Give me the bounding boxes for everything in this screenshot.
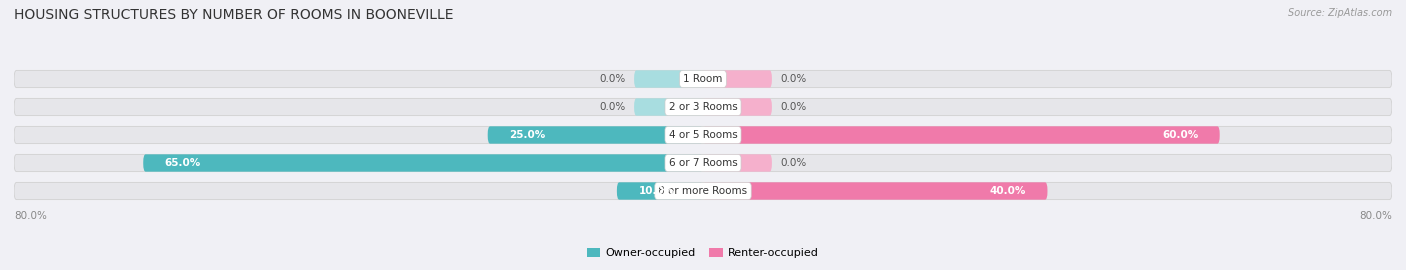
Text: 25.0%: 25.0% (509, 130, 546, 140)
Text: 2 or 3 Rooms: 2 or 3 Rooms (669, 102, 737, 112)
Text: 80.0%: 80.0% (14, 211, 46, 221)
Text: 65.0%: 65.0% (165, 158, 201, 168)
FancyBboxPatch shape (143, 154, 703, 172)
Text: 80.0%: 80.0% (1360, 211, 1392, 221)
Text: 0.0%: 0.0% (780, 158, 807, 168)
Legend: Owner-occupied, Renter-occupied: Owner-occupied, Renter-occupied (586, 248, 820, 258)
Text: 0.0%: 0.0% (780, 74, 807, 84)
FancyBboxPatch shape (14, 70, 1392, 88)
Text: 0.0%: 0.0% (599, 102, 626, 112)
FancyBboxPatch shape (703, 182, 1047, 200)
FancyBboxPatch shape (703, 126, 1219, 144)
Text: 8 or more Rooms: 8 or more Rooms (658, 186, 748, 196)
Text: 0.0%: 0.0% (780, 102, 807, 112)
FancyBboxPatch shape (703, 154, 772, 172)
FancyBboxPatch shape (14, 98, 1392, 116)
FancyBboxPatch shape (14, 154, 1392, 172)
Text: 0.0%: 0.0% (599, 74, 626, 84)
Text: 10.0%: 10.0% (638, 186, 675, 196)
Text: Source: ZipAtlas.com: Source: ZipAtlas.com (1288, 8, 1392, 18)
Text: HOUSING STRUCTURES BY NUMBER OF ROOMS IN BOONEVILLE: HOUSING STRUCTURES BY NUMBER OF ROOMS IN… (14, 8, 454, 22)
FancyBboxPatch shape (703, 98, 772, 116)
Text: 60.0%: 60.0% (1161, 130, 1198, 140)
Text: 4 or 5 Rooms: 4 or 5 Rooms (669, 130, 737, 140)
FancyBboxPatch shape (14, 182, 1392, 200)
Text: 40.0%: 40.0% (990, 186, 1026, 196)
FancyBboxPatch shape (703, 70, 772, 88)
FancyBboxPatch shape (488, 126, 703, 144)
FancyBboxPatch shape (14, 126, 1392, 144)
FancyBboxPatch shape (634, 70, 703, 88)
Text: 6 or 7 Rooms: 6 or 7 Rooms (669, 158, 737, 168)
FancyBboxPatch shape (634, 98, 703, 116)
FancyBboxPatch shape (617, 182, 703, 200)
Text: 1 Room: 1 Room (683, 74, 723, 84)
